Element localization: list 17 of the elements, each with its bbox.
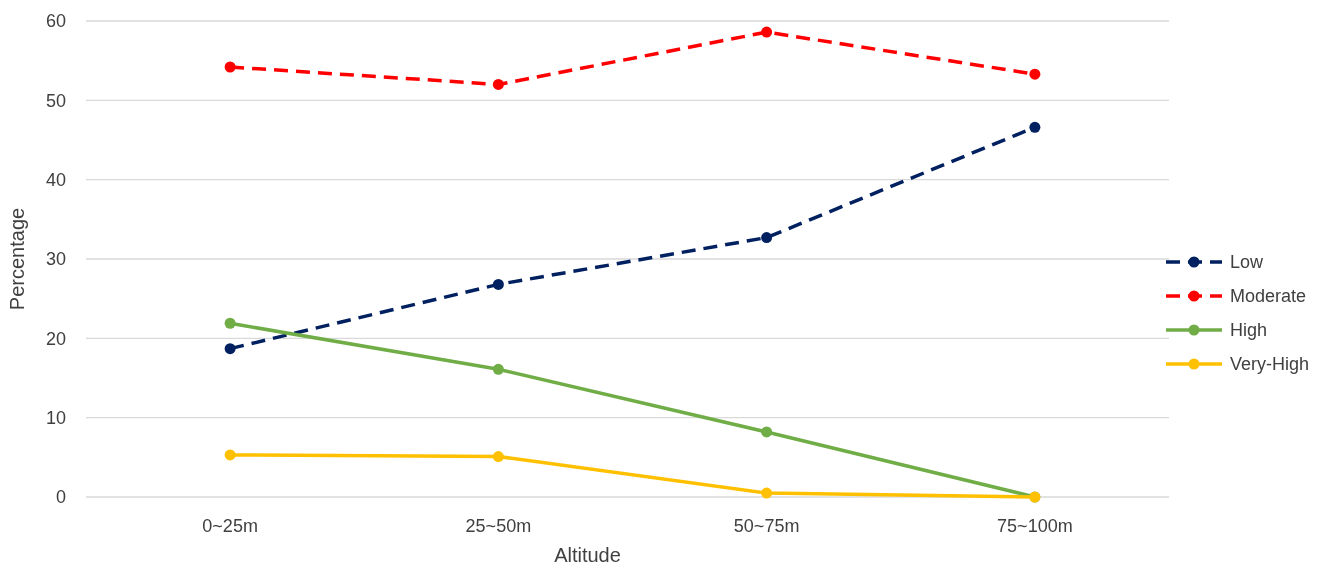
- legend-label: Very-High: [1230, 354, 1310, 375]
- legend-label: Low: [1230, 252, 1265, 273]
- y-tick-label: 60: [45, 11, 66, 32]
- legend-label: Moderate: [1230, 286, 1307, 307]
- y-axis-title: Percentage: [6, 207, 28, 311]
- x-axis-title: Altitude: [554, 544, 621, 566]
- x-tick-label: 0~25m: [202, 516, 258, 536]
- y-tick-label: 50: [45, 90, 66, 111]
- y-tick-label: 20: [45, 328, 66, 349]
- legend-label: High: [1230, 320, 1268, 341]
- y-tick-label: 40: [45, 169, 66, 190]
- x-tick-label: 50~75m: [733, 516, 800, 536]
- y-tick-label: 0: [55, 487, 66, 508]
- y-tick-label: 30: [45, 249, 66, 270]
- x-tick-label: 75~100m: [997, 516, 1073, 536]
- x-tick-label: 25~50m: [465, 516, 532, 536]
- y-tick-label: 10: [45, 407, 66, 428]
